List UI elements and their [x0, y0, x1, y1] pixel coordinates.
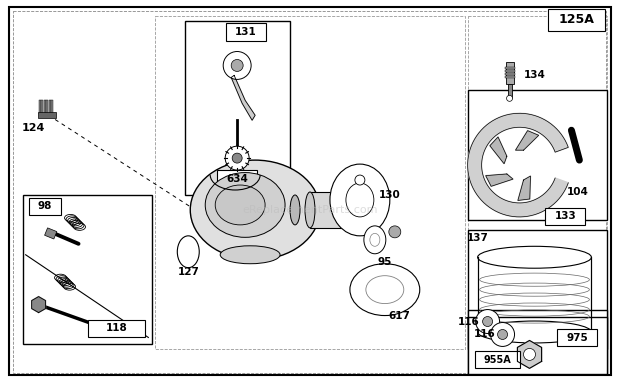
Bar [48, 100, 51, 114]
Text: 133: 133 [554, 211, 577, 222]
Bar [549, 9, 605, 31]
Polygon shape [485, 174, 513, 186]
Bar [89, 319, 145, 337]
Ellipse shape [190, 160, 320, 260]
Circle shape [507, 96, 513, 101]
Ellipse shape [330, 164, 390, 236]
Bar [51, 100, 53, 114]
Bar [23, 195, 153, 345]
Bar [43, 100, 46, 114]
Polygon shape [518, 340, 542, 368]
Ellipse shape [346, 183, 374, 217]
Bar [467, 309, 608, 374]
Polygon shape [516, 131, 539, 150]
Circle shape [476, 309, 500, 333]
Bar [505, 70, 515, 73]
Circle shape [223, 52, 251, 79]
Bar [557, 330, 597, 346]
Bar [156, 16, 464, 350]
Bar [310, 192, 355, 228]
Ellipse shape [205, 173, 285, 237]
Ellipse shape [220, 246, 280, 264]
Text: 617: 617 [389, 311, 410, 320]
Ellipse shape [350, 264, 420, 316]
Ellipse shape [290, 195, 300, 225]
Circle shape [355, 175, 365, 185]
Bar [467, 91, 608, 220]
Polygon shape [32, 296, 45, 312]
Ellipse shape [370, 233, 380, 246]
Text: eReplacementParts.com: eReplacementParts.com [242, 205, 378, 215]
Text: 955A: 955A [483, 355, 511, 365]
Text: 130: 130 [379, 190, 401, 200]
Text: 125A: 125A [559, 13, 595, 26]
Text: 127: 127 [177, 267, 199, 277]
Circle shape [498, 330, 508, 340]
Bar [217, 170, 257, 188]
Ellipse shape [477, 321, 591, 343]
Bar [185, 21, 290, 195]
Text: 134: 134 [523, 70, 546, 81]
Bar [467, 16, 608, 364]
Ellipse shape [366, 276, 404, 304]
Text: 98: 98 [37, 201, 52, 212]
Bar [505, 76, 515, 78]
Bar [505, 63, 513, 84]
Text: 124: 124 [22, 123, 45, 133]
Text: 116: 116 [474, 330, 495, 340]
Bar [38, 100, 40, 114]
Ellipse shape [364, 226, 386, 254]
Text: 131: 131 [235, 27, 257, 37]
Bar [546, 208, 585, 225]
Bar [29, 198, 61, 215]
Circle shape [389, 226, 401, 238]
Text: 634: 634 [226, 174, 248, 184]
Bar [467, 317, 608, 374]
Bar [475, 351, 520, 368]
Circle shape [523, 348, 536, 360]
Text: 137: 137 [467, 233, 489, 243]
Bar [505, 73, 515, 75]
Polygon shape [490, 137, 507, 164]
Circle shape [225, 146, 249, 170]
Bar [46, 100, 48, 114]
Circle shape [231, 60, 243, 71]
Bar [505, 68, 515, 70]
Text: 116: 116 [458, 317, 480, 327]
Text: 118: 118 [106, 324, 128, 333]
Bar [38, 112, 56, 118]
Polygon shape [467, 113, 569, 217]
Text: 104: 104 [567, 187, 588, 197]
Circle shape [490, 322, 515, 346]
Text: 95: 95 [378, 257, 392, 267]
Bar [467, 230, 608, 350]
Ellipse shape [305, 192, 315, 228]
Circle shape [232, 153, 242, 163]
Bar [226, 23, 266, 40]
Text: 975: 975 [567, 333, 588, 343]
Bar [477, 257, 591, 332]
Bar [45, 228, 57, 239]
Bar [508, 84, 512, 98]
Polygon shape [231, 75, 255, 120]
Ellipse shape [215, 185, 265, 225]
Ellipse shape [477, 246, 591, 268]
Bar [41, 100, 43, 114]
Ellipse shape [177, 236, 199, 268]
Circle shape [482, 317, 493, 327]
Polygon shape [518, 176, 531, 201]
